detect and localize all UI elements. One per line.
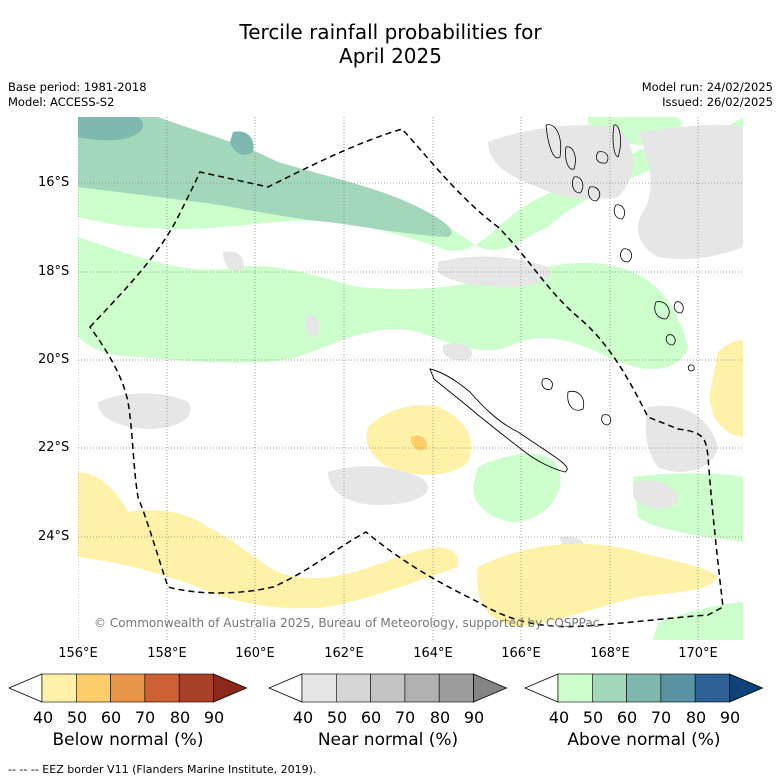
near-normal-region [698, 194, 743, 228]
colorbar-arrow-low [7, 673, 43, 703]
near-normal-region [305, 314, 320, 338]
lat-label: 16°S [38, 175, 70, 190]
colorbar-near [267, 673, 508, 703]
lon-label: 170°E [678, 646, 718, 661]
below-normal-region [709, 340, 743, 437]
graticule [78, 117, 743, 640]
lon-label: 156°E [58, 646, 98, 661]
colorbar-segment [144, 673, 180, 703]
colorbar-arrow-high [473, 673, 508, 703]
colorbar-segment [41, 673, 77, 703]
lon-label: 166°E [501, 646, 541, 661]
map-svg [78, 117, 743, 640]
near-normal-region [438, 256, 551, 287]
above-normal-region [473, 453, 561, 522]
eez-border [89, 128, 724, 628]
lon-label: 160°E [235, 646, 275, 661]
near-normal-region [638, 124, 743, 259]
colorbar-segment [370, 673, 406, 703]
near-normal-region [633, 480, 678, 509]
colorbar-segment [404, 673, 440, 703]
colorbar-segment [110, 673, 146, 703]
legend-ticks: 40 50 60 70 80 90 [32, 708, 225, 727]
lon-label: 158°E [147, 646, 187, 661]
legend-near-normal: 40 50 60 70 80 90 [267, 672, 512, 728]
colorbar-below [7, 673, 248, 703]
legend-ticks: 40 50 60 70 80 90 [292, 708, 485, 727]
above-normal-region [78, 237, 688, 369]
colorbar-segment [336, 673, 371, 703]
lon-label: 164°E [413, 646, 453, 661]
colorbar-arrow-high [213, 673, 248, 703]
lon-label: 168°E [590, 646, 630, 661]
below-normal-region [477, 543, 718, 627]
near-normal-region [488, 125, 633, 199]
legend-above-normal: 40 50 60 70 80 90 [523, 672, 768, 728]
loyalty-island [567, 390, 585, 411]
near-normal-region [328, 466, 428, 505]
colorbar-above [523, 673, 764, 703]
colorbar-segment [592, 673, 627, 703]
colorbar-arrow-high [729, 673, 764, 703]
lat-label: 20°S [38, 352, 70, 367]
near-normal-region [645, 405, 718, 472]
lon-label: 162°E [324, 646, 364, 661]
colorbar-segment [557, 673, 593, 703]
lat-label: 18°S [38, 264, 70, 279]
chart-title: Tercile rainfall probabilities for April… [239, 20, 542, 68]
legend-ticks: 40 50 60 70 80 90 [548, 708, 741, 727]
legend-label-below: Below normal (%) [52, 730, 204, 750]
near-normal-region [98, 393, 191, 429]
lat-label: 22°S [38, 440, 70, 455]
meta-left: Base period: 1981-2018 Model: ACCESS-S2 [8, 80, 147, 110]
above-normal-region [78, 117, 743, 251]
above-normal-60 [230, 131, 254, 155]
vanuatu-coastline [545, 124, 695, 372]
copyright-note: © Commonwealth of Australia 2025, Bureau… [94, 616, 600, 630]
base-period: Base period: 1981-2018 [8, 80, 147, 94]
colorbar-segment [178, 673, 214, 703]
above-normal-60 [78, 117, 143, 141]
above-normal-50 [78, 117, 452, 237]
eez-footer-note: -- -- -- EEZ border V11 (Flanders Marine… [8, 763, 317, 776]
forecast-map: © Commonwealth of Australia 2025, Bureau… [78, 117, 743, 640]
new-caledonia-coastline [429, 368, 568, 473]
legend-label-above: Above normal (%) [567, 730, 721, 750]
model-run: Model run: 24/02/2025 [641, 80, 773, 94]
colorbar-segment [301, 673, 337, 703]
near-normal-region [223, 251, 244, 272]
below-normal-region [78, 472, 458, 609]
colorbar-arrow-low [267, 673, 303, 703]
lat-label: 24°S [38, 529, 70, 544]
model-name: Model: ACCESS-S2 [8, 95, 115, 109]
below-normal-60 [410, 435, 427, 451]
colorbar-arrow-low [523, 673, 559, 703]
legend-below-normal: 40 50 60 70 80 90 [7, 672, 252, 728]
colorbar-segment [626, 673, 662, 703]
near-normal-region [442, 343, 473, 361]
issued-date: Issued: 26/02/2025 [662, 95, 773, 109]
legend-label-near: Near normal (%) [317, 730, 459, 750]
loyalty-island [601, 414, 612, 426]
meta-right: Model run: 24/02/2025 Issued: 26/02/2025 [642, 80, 773, 110]
colorbar-segment [76, 673, 111, 703]
colorbar-segment [438, 673, 474, 703]
colorbar-segment [660, 673, 696, 703]
colorbar-segment [694, 673, 730, 703]
loyalty-island [541, 378, 553, 390]
